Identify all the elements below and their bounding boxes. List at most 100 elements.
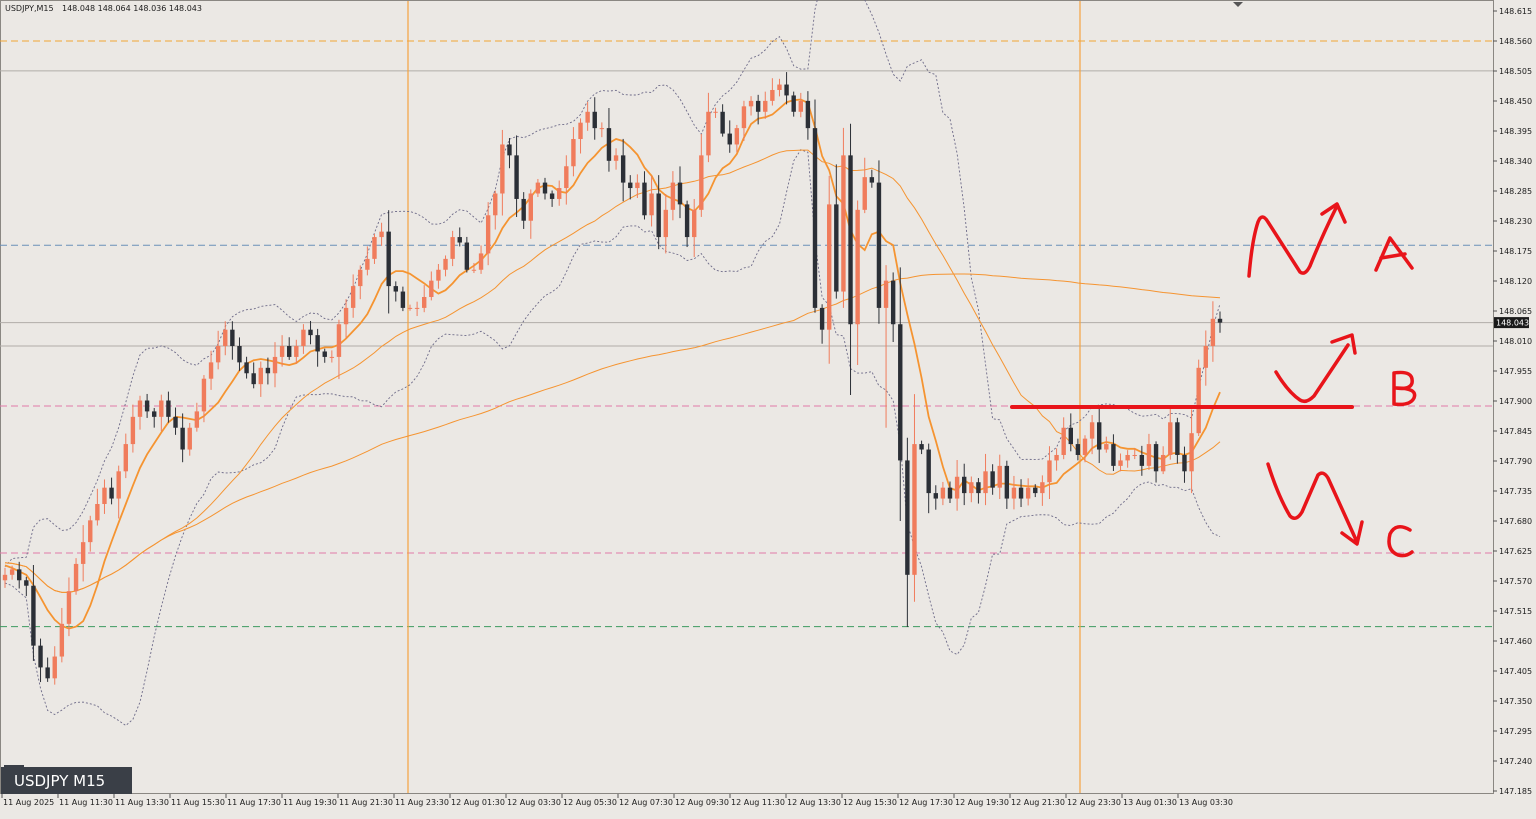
bull-candle [272, 356, 278, 374]
bull-candle [52, 656, 57, 679]
time-label: 12 Aug 21:30 [1011, 798, 1065, 807]
time-label: 11 Aug 19:30 [283, 798, 337, 807]
bull-candle [66, 591, 72, 624]
bear-candle [1153, 444, 1159, 472]
bull-candle [159, 400, 164, 417]
bull-candle [88, 520, 93, 543]
bull-candle [1132, 454, 1137, 456]
bull-candle [450, 237, 455, 259]
time-label: 11 Aug 21:30 [339, 798, 393, 807]
bull-candle [194, 411, 200, 428]
bull-candle [1047, 460, 1052, 483]
bull-candle [329, 356, 335, 358]
time-label: 12 Aug 17:30 [899, 798, 953, 807]
bear-candle [173, 416, 178, 428]
bear-candle [31, 585, 36, 646]
bear-candle [400, 291, 406, 308]
bull-candle [1118, 460, 1123, 466]
price-label: 147.240 [1499, 757, 1532, 766]
ma-mid-line [4, 149, 1221, 593]
bear-candle [962, 476, 967, 494]
bear-candle [322, 351, 327, 357]
price-label: 148.340 [1499, 157, 1532, 166]
bear-candle [180, 427, 185, 450]
bear-candle [244, 362, 249, 374]
bull-candle [343, 307, 349, 325]
bear-candle [237, 346, 242, 363]
bear-candle [507, 144, 512, 156]
bear-candle [898, 324, 903, 461]
chart-shift-marker-icon[interactable] [1233, 2, 1243, 7]
bull-candle [102, 487, 107, 505]
bear-candle [315, 335, 320, 352]
bull-candle [95, 504, 100, 521]
bull-candle [294, 346, 299, 357]
bear-candle [1175, 422, 1180, 455]
bull-candle [713, 111, 718, 113]
bull-candle [500, 144, 505, 194]
bull-candle [798, 100, 803, 112]
bull-candle [692, 209, 697, 238]
symbol-badge: USDJPY M15 [1, 765, 132, 794]
bull-candle [223, 329, 228, 347]
bear-candle [308, 329, 313, 336]
time-label: 12 Aug 15:30 [843, 798, 897, 807]
time-label: 13 Aug 01:30 [1123, 798, 1177, 807]
bull-candle [1040, 482, 1045, 494]
bull-candle [414, 307, 420, 309]
letter-c-mark [1387, 525, 1414, 558]
bull-candle [940, 487, 946, 499]
bear-candle [1139, 454, 1145, 466]
price-label: 147.955 [1499, 367, 1532, 376]
bear-candle [1075, 444, 1081, 455]
bear-candle [933, 493, 938, 499]
bull-candle [1082, 438, 1088, 455]
bear-candle [45, 667, 50, 679]
bear-candle [393, 286, 398, 292]
price-label: 147.295 [1499, 727, 1532, 736]
scenario-letters [1374, 236, 1417, 558]
bear-candle [834, 204, 839, 292]
bull-candle [1196, 367, 1201, 434]
price-label: 147.460 [1499, 637, 1532, 646]
bull-candle [478, 253, 484, 270]
bull-candle [422, 296, 427, 308]
bull-candle [827, 204, 832, 330]
bear-candle [876, 182, 882, 308]
price-label: 147.845 [1499, 427, 1532, 436]
price-label: 148.010 [1499, 337, 1532, 346]
bull-candle [670, 182, 676, 210]
bear-candle [919, 444, 924, 450]
bear-candle [542, 182, 548, 194]
time-axis: 11 Aug 2025 11 Aug 11:30 11 Aug 13:30 11 Au… [1, 794, 1233, 807]
bear-candle [109, 487, 114, 499]
bull-candle [1054, 454, 1059, 461]
bear-candle [144, 400, 150, 412]
bear-candle [38, 645, 43, 668]
scenario-a-arrow [1247, 202, 1347, 278]
ma-slow-line [4, 273, 1221, 593]
price-label: 148.120 [1499, 277, 1532, 286]
bull-candle [1160, 454, 1166, 472]
bear-candle [642, 182, 647, 216]
bear-candle [549, 193, 555, 199]
bull-candle [1089, 422, 1095, 439]
bull-candle [741, 106, 747, 129]
bear-candle [287, 346, 292, 357]
bull-candle [201, 378, 207, 412]
bull-candle [528, 193, 533, 221]
bull-candle [763, 100, 768, 112]
bull-candle [130, 416, 136, 445]
bear-candle [1182, 454, 1187, 472]
bull-candle [734, 128, 740, 145]
upper-band [4, 0, 1221, 567]
bull-candle [699, 155, 704, 210]
bull-candle [1203, 346, 1208, 368]
bull-candle [571, 139, 576, 167]
bull-candle [9, 569, 15, 575]
bull-candle [258, 367, 263, 385]
bull-candle [336, 324, 342, 357]
bull-candle [599, 128, 605, 130]
vertical-separators [407, 1, 1081, 793]
